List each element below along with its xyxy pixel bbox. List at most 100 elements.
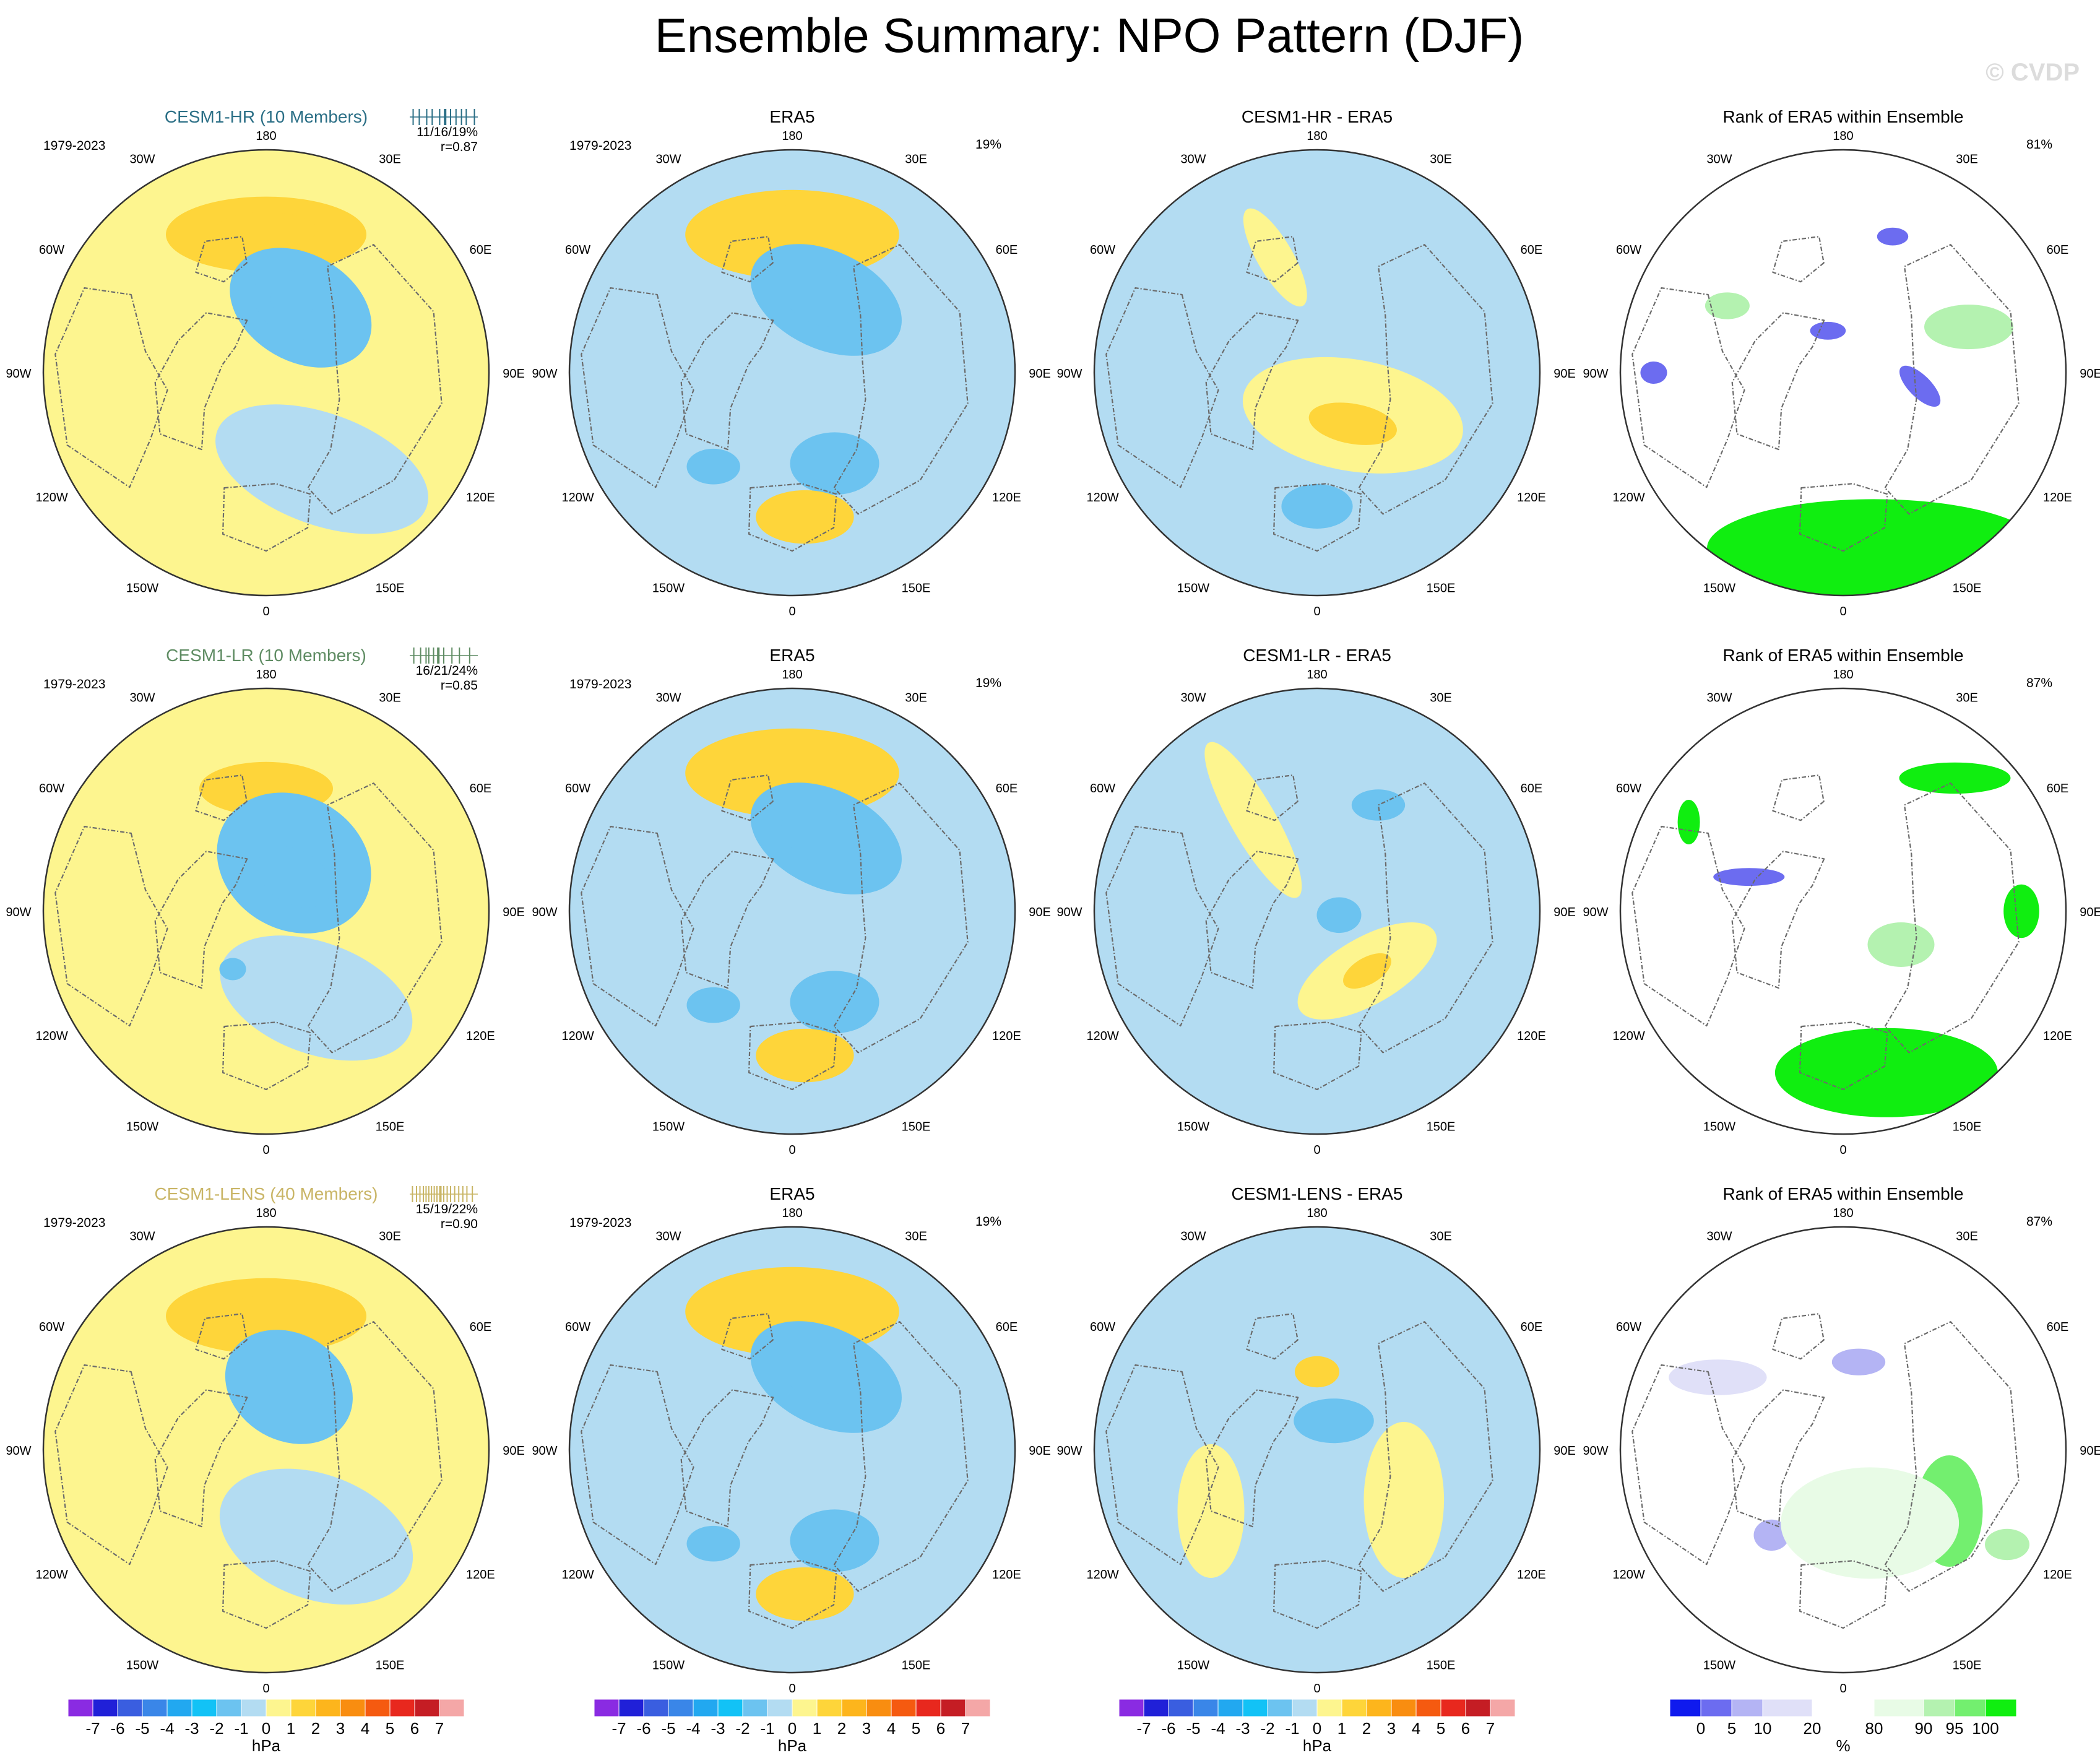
lon-label: 120E <box>1517 1568 1546 1582</box>
colorbar-swatch <box>594 1699 620 1717</box>
colorbar-swatch <box>1812 1699 1875 1717</box>
lon-label: 60E <box>470 243 492 257</box>
land-outline <box>581 825 694 1027</box>
colorbar-hpa-1: -7 -6 -5 -4 -3 -2 -1 0 1 2 3 4 5 6 7 hPa <box>594 1699 991 1755</box>
colorbar-label: -4 <box>160 1719 174 1738</box>
lon-label: 150W <box>126 1120 158 1133</box>
map-border <box>42 149 490 597</box>
colorbar-swatch <box>767 1699 793 1717</box>
colorbar-swatch <box>166 1699 192 1717</box>
lon-label: 90E <box>1553 367 1576 381</box>
colorbar-label: 6 <box>936 1719 945 1738</box>
lon-label: 60E <box>1521 782 1543 795</box>
lon-label: 0 <box>262 1143 269 1157</box>
colorbar-label: 100 <box>1972 1719 1998 1738</box>
colorbar-label: 5 <box>1437 1719 1445 1738</box>
land-outline <box>1246 1313 1298 1360</box>
contour-blob <box>220 935 413 1061</box>
lon-label: 90W <box>1583 1444 1608 1458</box>
lon-label: 150W <box>1177 1120 1209 1133</box>
colorbar-label: -5 <box>661 1719 675 1738</box>
colorbar-swatch <box>618 1699 644 1717</box>
land-outline <box>54 1364 168 1566</box>
colorbar-label: 4 <box>361 1719 369 1738</box>
colorbar-label: 7 <box>1486 1719 1495 1738</box>
contour-blob <box>756 1028 854 1083</box>
contour-blob <box>257 846 332 908</box>
lon-label: 90E <box>2080 906 2100 919</box>
land-outline <box>154 1389 248 1528</box>
map-border <box>1093 687 1541 1135</box>
land-outline <box>222 1021 311 1091</box>
land-outline <box>1273 1560 1362 1629</box>
colorbar-swatch <box>1341 1699 1367 1717</box>
colorbar-label: -3 <box>1235 1719 1250 1738</box>
contour-blob <box>1351 789 1406 821</box>
lon-label: 60E <box>2047 782 2069 795</box>
colorbar-label: -1 <box>760 1719 774 1738</box>
colorbar-swatch <box>117 1699 143 1717</box>
land-outline <box>721 236 774 283</box>
colorbar-label: 0 <box>788 1719 797 1738</box>
model-title: CESM1-HR (10 Members) <box>165 107 368 126</box>
lon-label: 30W <box>1180 153 1206 167</box>
lon-label: 60W <box>39 1320 64 1334</box>
lon-label: 30W <box>655 153 681 167</box>
pattern-correlation: r=0.87 <box>441 140 478 154</box>
lon-label: 30W <box>1706 691 1732 705</box>
field-layer <box>569 688 1015 1134</box>
lon-label: 150E <box>1427 581 1456 595</box>
colorbar-swatch <box>792 1699 818 1717</box>
colorbar-swatch <box>216 1699 242 1717</box>
land-outline <box>1246 236 1298 283</box>
lon-label: 180 <box>1833 668 1853 682</box>
lon-label: 90E <box>2080 1444 2100 1458</box>
diff-title: CESM1-LENS - ERA5 <box>1232 1184 1403 1203</box>
era5-title: ERA5 <box>769 646 815 665</box>
contour-blob <box>1640 362 1667 384</box>
contour-blob <box>270 286 313 321</box>
lon-label: 30W <box>1706 153 1732 167</box>
contour-blob <box>790 1509 879 1572</box>
lon-label: 120E <box>1517 1029 1546 1043</box>
lon-label: 150E <box>376 581 405 595</box>
lon-label: 60E <box>996 782 1018 795</box>
lon-label: 0 <box>262 1682 269 1696</box>
land-outline <box>195 236 248 283</box>
land-outline <box>1799 483 1888 552</box>
land-outline <box>1631 825 1745 1027</box>
colorbar-label: 4 <box>887 1719 896 1738</box>
lon-label: 120W <box>1086 1568 1118 1582</box>
pattern-correlation: r=0.90 <box>441 1217 478 1231</box>
contour-blob <box>222 1296 311 1327</box>
panel-era5-2: ERA5 1979-2023 19% 180 150E 120E 90E 60E 30E 0 30W… <box>532 1184 1050 1696</box>
land-outline <box>581 1364 694 1566</box>
spread-text: 15/19/22% <box>416 1202 478 1216</box>
colorbar-label: 80 <box>1865 1719 1883 1738</box>
lon-label: 60E <box>2047 243 2069 257</box>
land-outline <box>833 782 969 1054</box>
contour-blob <box>686 448 740 485</box>
colorbar-swatch <box>742 1699 768 1717</box>
lon-label: 60W <box>1090 782 1115 795</box>
rank-title: Rank of ERA5 within Ensemble <box>1722 1184 1963 1203</box>
contour-blob <box>1243 208 1307 307</box>
lon-label: 120E <box>1517 491 1546 505</box>
colorbar-label: 3 <box>1387 1719 1396 1738</box>
lon-label: 60E <box>2047 1320 2069 1334</box>
land-outline <box>833 1321 969 1592</box>
colorbar-swatch <box>1316 1699 1342 1717</box>
lon-label: 90E <box>503 367 525 381</box>
field-layer <box>1620 688 2066 1134</box>
contour-blob <box>1308 402 1397 445</box>
colorbar-label: -7 <box>611 1719 626 1738</box>
land-outline <box>1105 287 1219 488</box>
lon-label: 150W <box>1177 581 1209 595</box>
colorbar-unit: % <box>1836 1736 1850 1755</box>
rank-pct: 81% <box>2026 137 2052 152</box>
years-label: 1979-2023 <box>43 677 105 691</box>
lon-label: 90W <box>1583 906 1608 919</box>
colorbar-swatch <box>717 1699 743 1717</box>
lon-label: 90W <box>532 367 557 381</box>
